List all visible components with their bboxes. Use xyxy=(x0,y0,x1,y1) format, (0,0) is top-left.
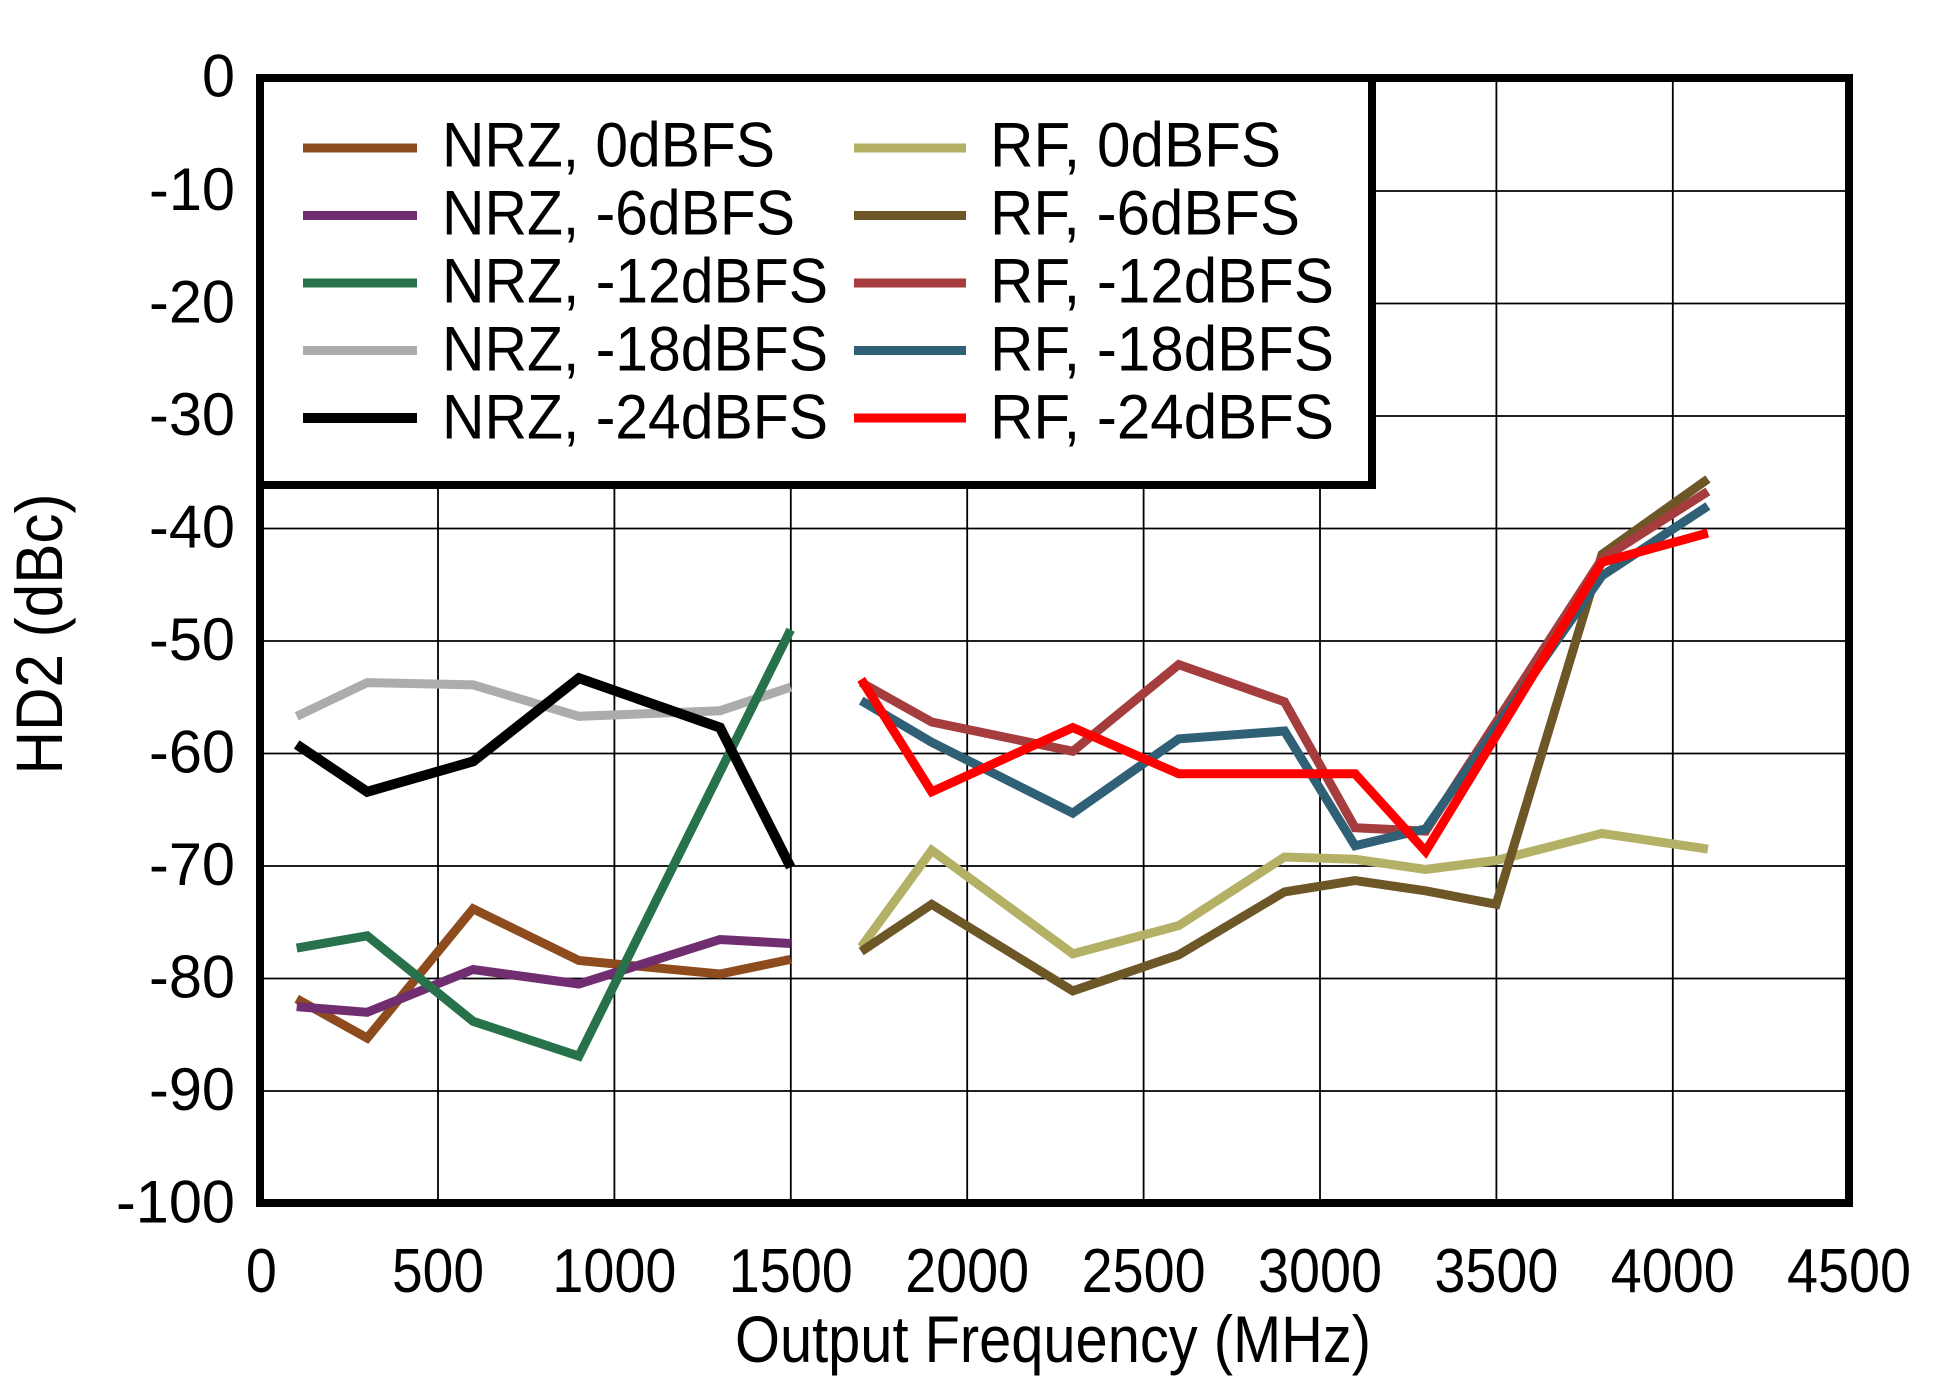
svg-text:NRZ, -24dBFS: NRZ, -24dBFS xyxy=(442,383,828,453)
svg-text:-70: -70 xyxy=(149,831,235,898)
svg-text:RF, -12dBFS: RF, -12dBFS xyxy=(990,247,1334,317)
svg-text:NRZ, 0dBFS: NRZ, 0dBFS xyxy=(442,111,775,181)
svg-text:-10: -10 xyxy=(149,156,235,223)
svg-text:2500: 2500 xyxy=(1082,1237,1206,1306)
svg-text:NRZ, -6dBFS: NRZ, -6dBFS xyxy=(442,179,795,249)
svg-text:3500: 3500 xyxy=(1434,1237,1558,1306)
svg-text:0: 0 xyxy=(202,43,235,110)
svg-text:1000: 1000 xyxy=(552,1237,676,1306)
svg-text:RF, -18dBFS: RF, -18dBFS xyxy=(990,315,1334,385)
svg-text:-90: -90 xyxy=(149,1056,235,1123)
svg-text:-50: -50 xyxy=(149,606,235,673)
svg-text:-20: -20 xyxy=(149,269,235,336)
svg-text:-30: -30 xyxy=(149,381,235,448)
svg-text:0: 0 xyxy=(246,1237,277,1306)
svg-text:HD2 (dBc): HD2 (dBc) xyxy=(2,494,76,775)
svg-text:4500: 4500 xyxy=(1787,1237,1911,1306)
svg-text:-60: -60 xyxy=(149,719,235,786)
svg-text:RF, 0dBFS: RF, 0dBFS xyxy=(990,111,1281,181)
svg-text:4000: 4000 xyxy=(1611,1237,1735,1306)
svg-text:Output Frequency (MHz): Output Frequency (MHz) xyxy=(735,1302,1371,1376)
svg-text:RF, -6dBFS: RF, -6dBFS xyxy=(990,179,1300,249)
svg-text:-80: -80 xyxy=(149,944,235,1011)
svg-text:NRZ, -18dBFS: NRZ, -18dBFS xyxy=(442,315,828,385)
svg-text:2000: 2000 xyxy=(905,1237,1029,1306)
svg-text:500: 500 xyxy=(392,1237,484,1306)
svg-text:RF, -24dBFS: RF, -24dBFS xyxy=(990,383,1334,453)
svg-text:NRZ, -12dBFS: NRZ, -12dBFS xyxy=(442,247,828,317)
svg-text:-40: -40 xyxy=(149,494,235,561)
svg-text:1500: 1500 xyxy=(729,1237,853,1306)
svg-text:3000: 3000 xyxy=(1258,1237,1382,1306)
svg-text:-100: -100 xyxy=(116,1169,235,1236)
